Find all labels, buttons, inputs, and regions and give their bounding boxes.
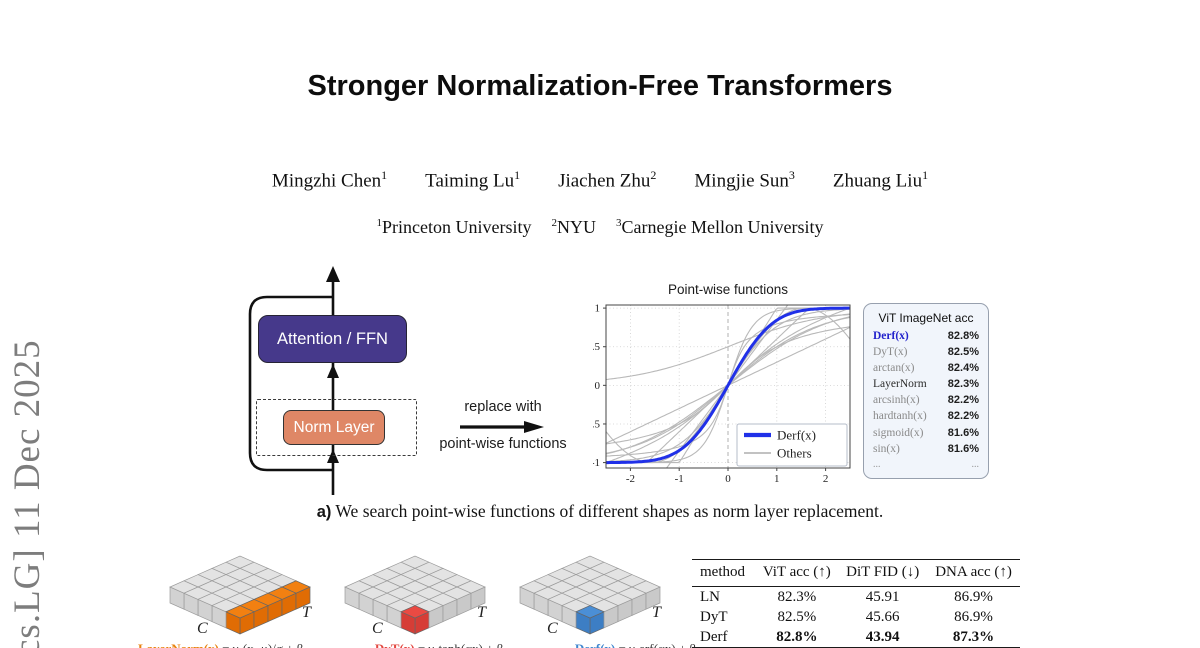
x-tick-label: 2 [823,473,829,485]
panel-header: ViT ImageNet acc [878,311,974,325]
panel-row: hardtanh(x) 82.2% [873,410,979,423]
vit-imagenet-acc-panel: ViT ImageNet acc Derf(x) 82.8% DyT(x) 82.5%… [863,303,989,479]
plot-title: Point-wise functions [668,282,788,297]
caption-label: a) [316,503,332,521]
figure-a-caption: a) We search point-wise functions of dif… [0,501,1200,522]
x-tick-label: -2 [626,473,635,485]
x-tick-label: 0 [725,473,731,485]
axis-label-t: T [302,604,312,621]
formula-row: LayerNorm(x) = γ·(x−μ)/σ + β DyT(x) = γ·t… [138,641,696,648]
paper-title: Stronger Normalization-Free Transformers [307,70,893,102]
axis-label-c: C [197,620,208,637]
pointwise-plot: Point-wise functions -2 -1 0 1 2 -1 -0.5 0 0.5 1 De… [593,282,851,485]
replace-annotation: replace with point-wise functions [436,399,570,453]
attention-ffn-block: Attention / FFN [258,315,407,363]
y-tick-label: -1 [593,457,600,469]
legend-label: Others [777,446,812,461]
axis-label-c: C [372,620,383,637]
table-row: LN 82.3% 45.91 86.9% [700,588,993,605]
author: Jiachen Zhu2 [558,168,657,192]
plot-curve-other [606,313,850,381]
arxiv-stamp: cs.LG] 11 Dec 2025 [7,339,48,648]
plot-curve-derf [606,306,850,465]
cube-grid-svg: CT [344,555,487,637]
axis-label-t: T [652,604,662,621]
axis-label-c: C [547,620,558,637]
panel-rows: Derf(x) 82.8% DyT(x) 82.5% arctan(x) 82.4% Lay… [873,330,979,475]
cube-grid-svg: CT [169,555,312,637]
results-table-body: LN 82.3% 45.91 86.9% DyT 82.5% 45.66 86.9% Derf 8… [692,587,1020,648]
residual-connection-line [248,295,333,472]
cube-grid-svg: CT [519,555,662,637]
affiliation-list: 1Princeton University 2NYU 3Carnegie Mello… [0,217,1200,238]
table-row: DyT 82.5% 45.66 86.9% [700,608,993,625]
transformer-block-diagram: Attention / FFN Norm Layer [235,263,435,495]
axis-label-t: T [477,604,487,621]
table-header-cell: ViT acc (↑) [755,559,839,587]
norm-layer-dashed-box [256,399,417,456]
table-header-cell: method [692,559,756,587]
panel-row: sin(x) 81.6% [873,442,979,455]
affiliation: 3Carnegie Mellon University [616,217,824,237]
diagram-arrows [248,266,340,495]
formula: DyT(x) = γ·tanh(αx) + β [375,641,503,648]
formula: LayerNorm(x) = γ·(x−μ)/σ + β [138,641,303,648]
x-tick-label: 1 [774,473,780,485]
replace-annotation-bottom: point-wise functions [439,435,567,452]
panel-row: sigmoid(x) 81.6% [873,426,979,439]
affiliation: 1Princeton University [376,217,532,237]
table-header-cell: DNA acc (↑) [927,559,1020,587]
arrowhead-bottom [327,449,339,463]
replace-annotation-top: replace with [464,399,542,415]
author: Taiming Lu1 [425,168,521,192]
author-list: Mingzhi Chen1 Taiming Lu1 Jiachen Zhu2 Ming… [0,168,1200,192]
arrowhead-mid [327,364,339,378]
norm-layer-block: Norm Layer [283,410,385,445]
panel-row: LayerNorm 82.3% [873,378,979,391]
author: Zhuang Liu1 [832,168,929,192]
panel-row: DyT(x) 82.5% [873,346,979,359]
y-tick-label: -0.5 [593,418,600,430]
arrowhead-top [326,266,340,282]
right-arrow-icon [460,420,544,433]
author: Mingzhi Chen1 [271,168,388,192]
panel-row: arcsinh(x) 82.2% [873,394,979,407]
formula: Derf(x) = γ·erf(αx) + β [575,641,696,648]
table-header-cell: DiT FID (↓) [838,559,928,587]
panel-row: ...... [873,458,979,470]
y-tick-label: 1 [595,303,601,315]
affiliation: 2NYU [551,217,597,237]
panel-row: Derf(x) 82.8% [873,330,979,342]
results-table-header-row: method ViT acc (↑) DiT FID (↓) DNA acc (↑) [692,559,1020,587]
y-tick-label: 0 [595,380,601,392]
table-row: Derf 82.8% 43.94 87.3% [700,628,995,645]
x-tick-label: -1 [675,473,684,485]
plot-legend: Derf(x) Others [736,423,848,467]
plot-curves [606,305,850,468]
legend-label: Derf(x) [777,428,816,443]
caption-text: We search point-wise functions of differ… [331,501,884,521]
results-table: method ViT acc (↑) DiT FID (↓) DNA acc (↑) … [692,559,1020,648]
author: Mingjie Sun3 [694,168,795,192]
y-tick-label: 0.5 [593,341,601,353]
panel-row: arctan(x) 82.4% [873,362,979,375]
